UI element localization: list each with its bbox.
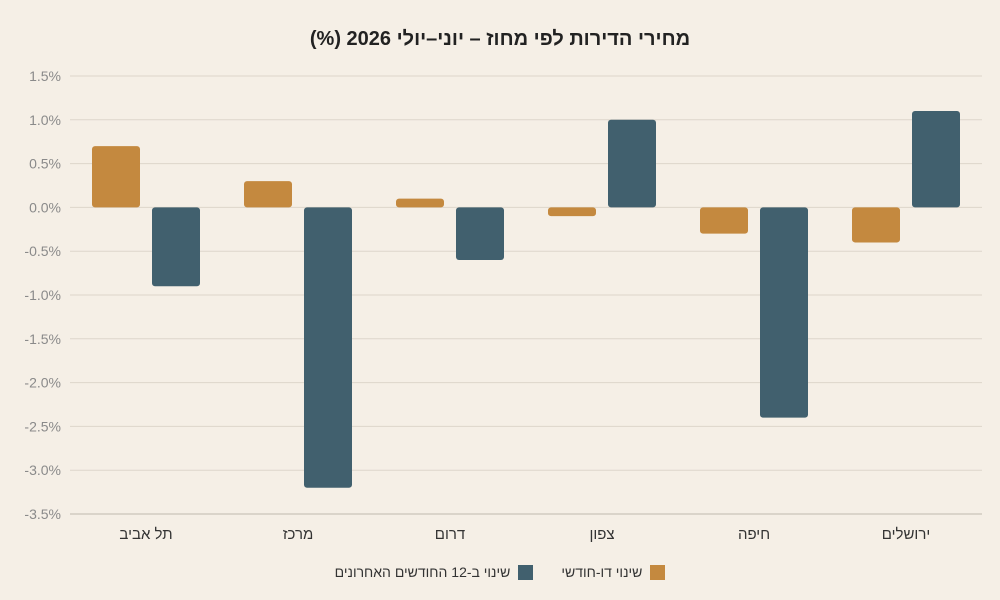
y-tick-label: -1.0% <box>24 287 61 303</box>
x-category-label: תל אביב <box>119 526 172 543</box>
y-tick-label: 1.5% <box>29 68 61 84</box>
bar-annual <box>608 119 656 208</box>
x-category-label: מרכז <box>283 526 314 543</box>
x-category-label: צפון <box>589 526 614 543</box>
y-tick-label: 0.0% <box>29 199 61 215</box>
y-tick-label: -2.0% <box>24 375 61 391</box>
y-tick-label: -3.0% <box>24 462 61 478</box>
x-category-label: דרום <box>435 526 465 543</box>
legend: שינוי דו-חודשי שינוי ב-12 החודשים האחרונ… <box>0 564 1000 580</box>
x-category-label: ירושלים <box>882 526 930 543</box>
bar-bimonthly <box>92 146 140 208</box>
x-category-label: חיפה <box>738 526 770 543</box>
y-tick-label: 1.0% <box>29 112 61 128</box>
legend-swatch-annual <box>518 564 534 580</box>
bar-bimonthly <box>244 181 292 208</box>
bar-bimonthly <box>548 207 596 217</box>
legend-item-bimonthly: שינוי דו-חודשי <box>561 564 666 580</box>
y-tick-label: -1.5% <box>24 331 61 347</box>
bar-annual <box>912 111 960 208</box>
y-tick-label: -3.5% <box>24 506 61 522</box>
chart-title: מחירי הדירות לפי מחוז – יוני–יולי 2026 (… <box>309 28 691 50</box>
legend-label-annual: שינוי ב-12 החודשים האחרונים <box>334 564 511 580</box>
y-tick-label: 0.5% <box>29 156 61 172</box>
bar-bimonthly <box>700 207 748 234</box>
bar-bimonthly <box>852 207 900 243</box>
bar-bimonthly <box>396 198 444 208</box>
legend-item-annual: שינוי ב-12 החודשים האחרונים <box>335 564 534 580</box>
y-tick-label: -2.5% <box>24 418 61 434</box>
legend-label-bimonthly: שינוי דו-חודשי <box>561 564 643 580</box>
bar-annual <box>456 207 504 260</box>
legend-swatch-bimonthly <box>650 564 666 580</box>
bar-annual <box>304 207 352 488</box>
y-tick-label: -0.5% <box>24 243 61 259</box>
bar-annual <box>760 207 808 418</box>
bar-annual <box>152 207 200 287</box>
